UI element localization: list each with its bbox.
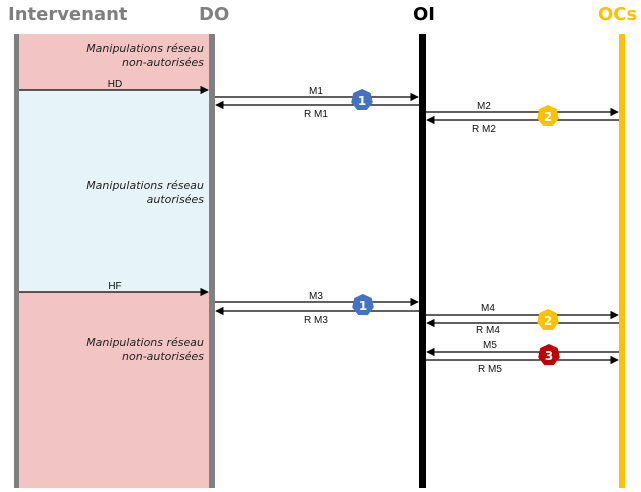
ocs-lifeline bbox=[619, 34, 625, 488]
label-m5: M5 bbox=[483, 340, 497, 351]
label-hf: HF bbox=[108, 281, 121, 292]
label-rm1: R M1 bbox=[304, 109, 328, 120]
zone-unauthorized-bottom bbox=[18, 292, 212, 488]
svg-text:1: 1 bbox=[358, 94, 366, 108]
header-ocs: OCs bbox=[598, 4, 637, 25]
zone-top-line2: non-autorisées bbox=[122, 56, 204, 69]
label-hd: HD bbox=[108, 79, 122, 90]
badge-3: 3 bbox=[538, 344, 560, 365]
header-intervenant: Intervenant bbox=[8, 4, 128, 25]
oi-lifeline bbox=[419, 34, 426, 488]
zone-unauthorized-top bbox=[18, 34, 212, 90]
badge-1-bottom: 1 bbox=[352, 294, 374, 315]
svg-text:1: 1 bbox=[359, 299, 367, 313]
svg-text:2: 2 bbox=[544, 110, 552, 124]
label-rm4: R M4 bbox=[476, 325, 500, 336]
label-rm2: R M2 bbox=[472, 124, 496, 135]
zone-bottom-line2: non-autorisées bbox=[122, 350, 204, 363]
badge-2-top: 2 bbox=[537, 105, 559, 126]
label-m4: M4 bbox=[481, 303, 495, 314]
svg-text:3: 3 bbox=[545, 349, 553, 363]
intervenant-lifeline bbox=[14, 34, 19, 488]
label-rm5: R M5 bbox=[478, 364, 502, 375]
svg-text:2: 2 bbox=[544, 314, 552, 328]
header-do: DO bbox=[199, 4, 229, 25]
zone-top-line1: Manipulations réseau bbox=[86, 42, 204, 55]
badge-1-top: 1 bbox=[351, 89, 373, 110]
label-m3: M3 bbox=[309, 291, 323, 302]
zone-middle-line2: autorisées bbox=[147, 193, 205, 206]
label-m1: M1 bbox=[309, 86, 323, 97]
do-lifeline bbox=[209, 34, 215, 488]
zone-authorized bbox=[18, 90, 212, 292]
zone-middle-line1: Manipulations réseau bbox=[86, 179, 204, 192]
badge-2-bottom: 2 bbox=[537, 309, 559, 330]
label-rm3: R M3 bbox=[304, 315, 328, 326]
zone-bottom-line1: Manipulations réseau bbox=[86, 336, 204, 349]
label-m2: M2 bbox=[477, 101, 491, 112]
header-oi: OI bbox=[413, 4, 435, 25]
